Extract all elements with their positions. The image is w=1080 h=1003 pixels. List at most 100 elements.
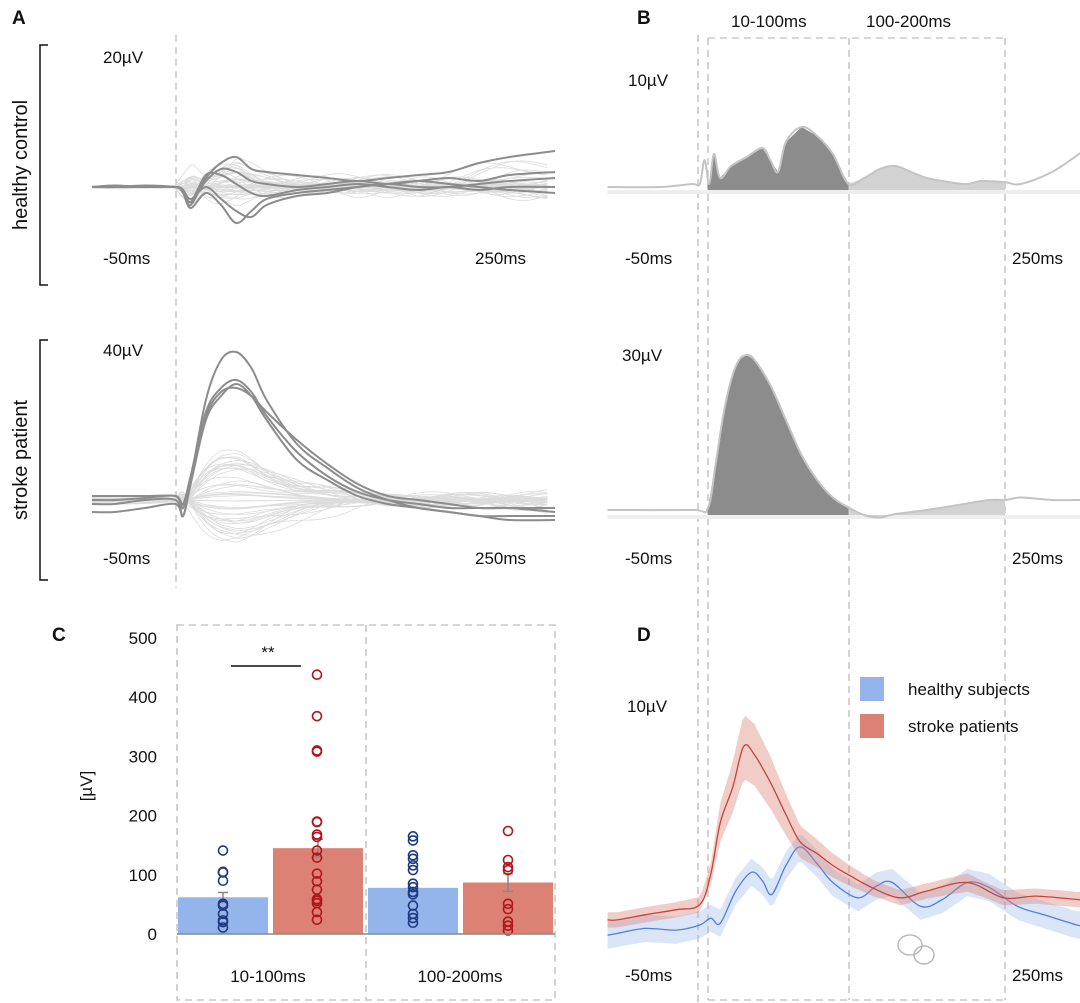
b-bottom-xstart: -50ms	[625, 549, 672, 568]
bar-stroke	[273, 848, 363, 934]
subject-point	[407, 835, 419, 846]
legend-swatch-stroke	[860, 714, 884, 738]
subject-point	[407, 917, 419, 929]
subject-point	[311, 906, 323, 918]
c-ytick-label: 200	[129, 807, 157, 826]
c-xtick-late: 100-200ms	[417, 967, 502, 986]
subject-point	[311, 868, 323, 879]
watermark-logo-icon	[897, 934, 935, 965]
subject-point	[407, 912, 419, 924]
b-top-scale: 10µV	[628, 71, 669, 90]
a-bottom-traces	[91, 350, 556, 522]
d-scale: 10µV	[627, 697, 668, 716]
subject-point	[311, 852, 323, 863]
subject-point	[502, 920, 514, 932]
subject-point	[407, 864, 419, 876]
bar-healthy	[368, 887, 458, 934]
subject-point	[217, 845, 229, 856]
baseline	[607, 515, 1080, 519]
band-stroke	[607, 715, 1080, 928]
subject-point	[502, 925, 514, 936]
bracket-stroke	[39, 339, 48, 581]
b-top-area	[607, 125, 1080, 194]
c-bars	[178, 669, 553, 936]
d-xend: 250ms	[1012, 966, 1063, 985]
subject-point	[311, 831, 323, 843]
baseline	[607, 190, 1080, 194]
c-ylabel: [µV]	[77, 771, 96, 802]
panel-a-letter: A	[12, 8, 26, 29]
a-bottom-xend: 250ms	[475, 549, 526, 568]
mean-line-healthy	[607, 846, 1080, 936]
c-yticks: 0 100 200 300 400 500	[129, 629, 157, 944]
a-top-xend: 250ms	[475, 249, 526, 268]
average-trace	[91, 150, 556, 207]
c-ytick-label: 400	[129, 688, 157, 707]
subject-point	[502, 903, 514, 915]
subject-point	[407, 860, 419, 871]
d-lines	[607, 715, 1080, 949]
subject-point	[217, 875, 229, 887]
b-bottom-area	[607, 353, 1080, 519]
average-trace	[91, 171, 556, 204]
subject-point	[502, 854, 514, 866]
group-label-stroke: stroke patient	[10, 400, 32, 521]
envelope-line	[607, 353, 1080, 519]
average-trace	[92, 386, 555, 510]
panel-c-letter: C	[52, 625, 66, 646]
panel-a: A healthy control stroke patient 20µV -5…	[10, 8, 556, 588]
a-top-xstart: -50ms	[103, 249, 150, 268]
d-xstart: -50ms	[625, 966, 672, 985]
a-top-scale: 20µV	[103, 48, 144, 67]
group-label-healthy: healthy control	[10, 100, 32, 230]
c-ytick-label: 500	[129, 629, 157, 648]
subject-point	[407, 831, 419, 842]
subject-point	[311, 669, 323, 681]
a-top-traces	[91, 150, 556, 225]
b-top-xstart: -50ms	[625, 249, 672, 268]
subject-point	[502, 898, 514, 910]
legend: healthy subjects stroke patients	[860, 677, 1030, 738]
subject-point	[217, 922, 229, 933]
subject-point	[311, 710, 323, 722]
subject-point	[407, 853, 419, 865]
c-ytick-label: 300	[129, 747, 157, 766]
legend-swatch-healthy	[860, 677, 884, 701]
subject-point	[502, 864, 514, 876]
b-bottom-xend: 250ms	[1012, 549, 1063, 568]
average-trace	[91, 382, 556, 522]
window-label-early: 10-100ms	[731, 12, 807, 31]
envelope-line	[607, 125, 1080, 189]
legend-label-stroke: stroke patients	[908, 717, 1019, 736]
legend-label-healthy: healthy subjects	[908, 680, 1030, 699]
c-xtick-early: 10-100ms	[230, 967, 306, 986]
b-bottom-scale: 30µV	[622, 346, 663, 365]
mean-line-stroke	[607, 744, 1080, 921]
subject-point	[502, 825, 514, 837]
b-top-xend: 250ms	[1012, 249, 1063, 268]
subject-point	[407, 889, 419, 900]
panel-b: B 10-100ms 100-200ms 10µV -50ms 250ms 30…	[607, 8, 1080, 568]
window-label-late: 100-200ms	[866, 12, 951, 31]
subject-point	[217, 916, 229, 928]
area-late-window	[848, 500, 1005, 518]
panel-d-letter: D	[637, 625, 651, 646]
subject-point	[502, 861, 514, 873]
a-bottom-scale: 40µV	[103, 341, 144, 360]
c-ytick-label: 100	[129, 866, 157, 885]
subject-point	[311, 746, 323, 757]
subject-point	[311, 816, 323, 828]
significance-label: **	[261, 643, 275, 662]
bracket-healthy	[39, 44, 48, 286]
panel-b-letter: B	[637, 8, 651, 29]
c-ytick-label: 0	[148, 925, 157, 944]
panel-d: D 10µV -50ms 250ms healthy subjects stro…	[607, 625, 1080, 985]
panel-c: C [µV] 0 100 200 300 400 500 ** 10-100ms 100-…	[52, 624, 556, 1001]
area-early-window	[707, 127, 849, 190]
subject-point	[311, 845, 323, 856]
trial-trace	[91, 493, 548, 533]
trial-trace	[91, 456, 548, 513]
a-bottom-xstart: -50ms	[103, 549, 150, 568]
subject-point	[311, 914, 323, 926]
